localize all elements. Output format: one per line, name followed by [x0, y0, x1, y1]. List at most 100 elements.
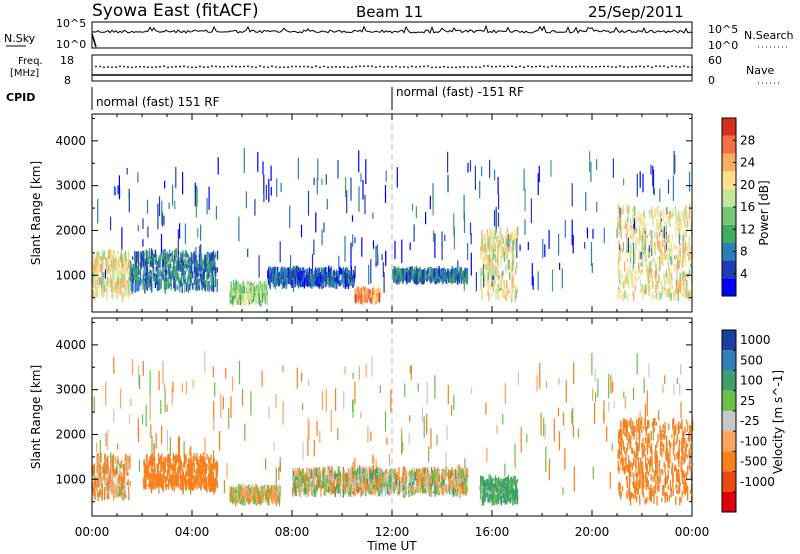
nave-dot [151, 66, 153, 69]
nave-dot [627, 66, 629, 69]
velocity-echo [179, 468, 181, 477]
velocity-echo [210, 464, 212, 469]
power-echo [497, 250, 499, 255]
power-echo [401, 239, 403, 264]
power-echo [128, 259, 130, 269]
velocity-echo [129, 454, 131, 465]
velocity-echo [180, 459, 182, 466]
power-echo [177, 229, 179, 254]
power-echo [92, 264, 95, 275]
power-echo [94, 277, 96, 284]
power-echo [497, 235, 499, 239]
power-echo [642, 284, 644, 292]
velocity-echo [319, 480, 321, 489]
power-echo [164, 248, 166, 257]
power-echo [101, 281, 103, 292]
power-echo [669, 276, 671, 285]
nave-dot [643, 65, 645, 68]
velocity-echo [230, 493, 232, 503]
power-echo [684, 209, 687, 214]
power-echo [634, 206, 636, 216]
power-echo [485, 249, 487, 254]
power-echo [679, 247, 681, 258]
power-echo [469, 222, 472, 235]
power-echo [171, 270, 173, 278]
power-echo [506, 290, 508, 299]
power-echo [494, 281, 497, 285]
power-echo [671, 209, 673, 219]
power-echo [678, 232, 680, 245]
power-echo [648, 277, 650, 281]
power-echo [416, 268, 418, 278]
power-echo [206, 273, 208, 283]
power-echo [145, 250, 147, 260]
velocity-echo [101, 490, 103, 501]
velocity-echo [261, 489, 264, 500]
power-echo [111, 287, 113, 293]
power-echo [469, 160, 472, 172]
power-echo [527, 242, 529, 251]
velocity-echo [120, 476, 122, 486]
power-echo [626, 258, 628, 263]
power-echo [685, 241, 687, 253]
velocity-echo [233, 487, 235, 493]
freq-top-tick: 18 [60, 54, 74, 67]
velocity-echo [438, 468, 440, 475]
power-echo [190, 272, 192, 280]
power-echo [504, 283, 506, 288]
velocity-echo [272, 492, 275, 504]
power-echo [105, 257, 107, 268]
power-echo [198, 283, 200, 289]
velocity-echo [176, 466, 179, 476]
power-echo [510, 261, 513, 269]
power-echo [686, 211, 688, 216]
velocity-echo [192, 456, 194, 467]
velocity-echo [99, 439, 101, 466]
power-echo [372, 287, 374, 295]
velocity-echo [169, 437, 171, 456]
power-echo [204, 282, 206, 292]
power-echo [99, 256, 101, 263]
power-echo [282, 269, 284, 276]
velocity-echo [212, 366, 214, 378]
power-echo [258, 293, 260, 305]
power-echo [666, 277, 668, 284]
power-echo [592, 229, 594, 239]
power-echo [486, 281, 488, 288]
power-echo [259, 285, 261, 289]
nave-dot [355, 65, 357, 68]
power-echo [175, 259, 177, 264]
velocity-echo [190, 453, 192, 464]
power-echo [210, 285, 212, 289]
velocity-echo [564, 448, 566, 461]
colorbar-swatch [722, 278, 736, 296]
power-echo [499, 287, 501, 291]
power-echo [315, 277, 317, 281]
power-echo [182, 172, 184, 195]
power-echo [131, 282, 133, 292]
velocity-echo [108, 471, 111, 481]
power-echo [282, 275, 284, 281]
velocity-echo [302, 441, 304, 460]
power-echo [654, 232, 656, 239]
power-echo [238, 294, 240, 304]
nave-dot [403, 66, 405, 68]
power-echo [616, 228, 618, 238]
power-echo [499, 226, 501, 236]
power-echo [343, 277, 345, 285]
power-echo [515, 242, 517, 247]
velocity-echo [115, 466, 118, 476]
power-echo [204, 262, 207, 272]
power-echo [482, 255, 485, 265]
freq-right-top-tick: 60 [708, 54, 722, 67]
power-echo [640, 262, 642, 267]
nave-dot [423, 65, 425, 68]
power-echo [464, 268, 466, 277]
velocity-echo [149, 475, 151, 483]
nave-dot [663, 65, 665, 67]
power-echo [499, 238, 501, 247]
velocity-echo [96, 460, 98, 472]
power-echo [195, 192, 197, 218]
velocity-echo [164, 458, 166, 467]
power-echo [625, 233, 627, 239]
